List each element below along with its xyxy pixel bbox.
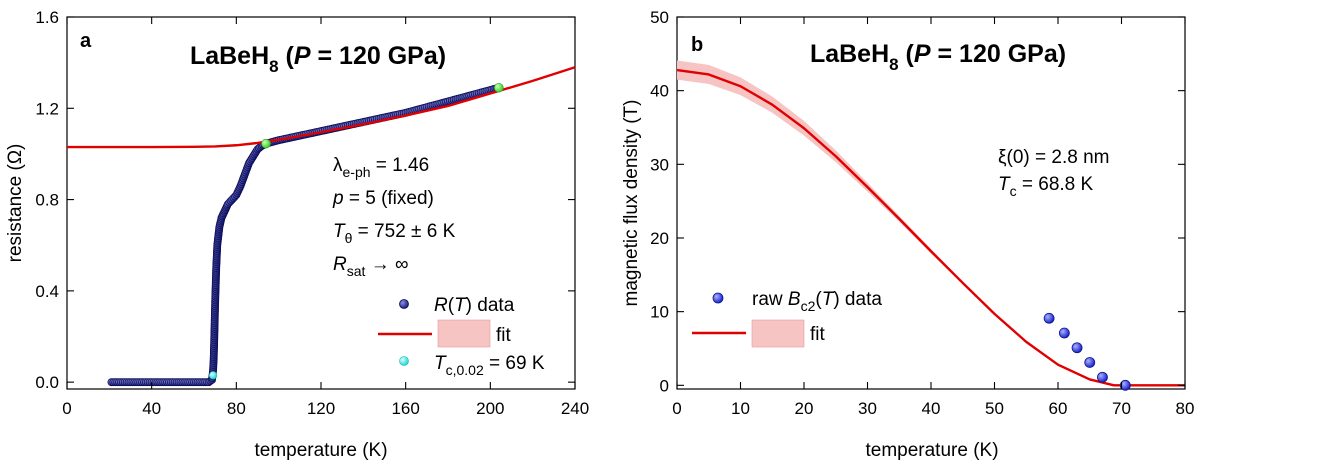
chart-b-panel-label: b bbox=[691, 34, 703, 56]
chart-b-y-tick-label: 0 bbox=[660, 376, 669, 395]
chart-b-data-point bbox=[1058, 327, 1070, 339]
chart-a-ticks: 0 40 80 120 160 200 240 0.0 0.4 0.8 1.2 1.6 bbox=[35, 8, 589, 418]
chart-a-marks bbox=[67, 66, 576, 387]
chart-a-fit-endpoint bbox=[261, 138, 271, 149]
chart-a-title-sub: 8 bbox=[269, 57, 278, 76]
chart-a-x-axis-label: temperature (K) bbox=[254, 440, 387, 461]
chart-a-x-tick-label: 240 bbox=[561, 399, 589, 418]
legend-a-data-label: R(T) data bbox=[434, 295, 515, 316]
legend-b-data-marker bbox=[712, 292, 724, 304]
chart-b-x-tick-label: 20 bbox=[795, 399, 814, 418]
chart-a-x-tick-label: 200 bbox=[476, 399, 504, 418]
chart-b-x-tick-label: 40 bbox=[922, 399, 941, 418]
chart-b-annotation-xi: ξ(0) = 2.8 nm bbox=[998, 147, 1109, 168]
chart-b-annotation-tc: Tc = 68.8 K bbox=[998, 174, 1094, 199]
chart-a-annotation-theta: Tθ = 752 ± 6 K bbox=[333, 221, 456, 246]
chart-b-title-sub: 8 bbox=[889, 55, 898, 74]
legend-a-tc-marker bbox=[399, 356, 409, 366]
chart-b: 0 10 20 30 40 50 60 70 80 0 10 20 30 40 50 b LaBeH8 (P… bbox=[621, 8, 1194, 461]
chart-b-data-point bbox=[1097, 371, 1108, 383]
chart-a-panel-label: a bbox=[80, 30, 92, 52]
chart-a-x-tick-label: 0 bbox=[62, 399, 71, 418]
chart-a-y-axis-label: resistance (Ω) bbox=[5, 144, 26, 263]
chart-b-data-point bbox=[1071, 342, 1083, 354]
chart-b-x-tick-label: 70 bbox=[1112, 399, 1131, 418]
chart-a-annotation-p: p = 5 (fixed) bbox=[332, 188, 434, 209]
chart-b-x-tick-label: 30 bbox=[858, 399, 877, 418]
chart-b-y-tick-label: 20 bbox=[650, 229, 669, 248]
chart-a-annotation-lambda: λe-ph = 1.46 bbox=[333, 155, 429, 180]
chart-a-annotation-rsat: Rsat → ∞ bbox=[333, 254, 409, 279]
chart-b-x-tick-label: 80 bbox=[1176, 399, 1195, 418]
chart-a-x-tick-label: 120 bbox=[307, 399, 335, 418]
chart-a-x-tick-label: 160 bbox=[391, 399, 419, 418]
chart-a-y-tick-label: 1.6 bbox=[35, 8, 59, 27]
chart-b-x-tick-label: 0 bbox=[672, 399, 681, 418]
chart-b-y-tick-label: 40 bbox=[650, 82, 669, 101]
legend-a-data-marker bbox=[399, 299, 409, 309]
chart-b-marks bbox=[676, 60, 1185, 391]
chart-a-fit-line bbox=[67, 66, 576, 149]
chart-b-ticks: 0 10 20 30 40 50 60 70 80 0 10 20 30 40 50 bbox=[650, 8, 1194, 418]
chart-b-x-tick-label: 10 bbox=[731, 399, 750, 418]
legend-a-fit-label: fit bbox=[496, 325, 512, 346]
chart-b-x-tick-label: 50 bbox=[985, 399, 1004, 418]
chart-a-y-tick-label: 0.8 bbox=[35, 191, 59, 210]
chart-a-tc-point bbox=[208, 371, 218, 380]
chart-b-fit-line bbox=[676, 68, 1185, 387]
legend-a-fit-band bbox=[437, 319, 491, 348]
chart-b-x-tick-label: 60 bbox=[1049, 399, 1068, 418]
chart-b-y-axis-label: magnetic flux density (T) bbox=[621, 100, 642, 307]
chart-a-legend: R(T) data fit Tc,0.02 = 69 K bbox=[378, 295, 545, 378]
chart-a-y-tick-label: 0.4 bbox=[35, 282, 59, 301]
legend-b-data-label: raw Bc2(T) data bbox=[752, 289, 882, 314]
chart-a-title: LaBeH8 (P = 120 GPa) bbox=[190, 42, 446, 76]
legend-b-fit-band bbox=[751, 319, 805, 348]
chart-b-data-point bbox=[1119, 379, 1131, 391]
chart-b-data-point bbox=[1084, 357, 1096, 368]
legend-b-fit-label: fit bbox=[810, 324, 826, 345]
chart-a-fit-endpoint bbox=[493, 82, 504, 93]
chart-a-y-tick-label: 0.0 bbox=[35, 373, 59, 392]
chart-b-legend: raw Bc2(T) data fit bbox=[692, 289, 882, 348]
chart-b-title: LaBeH8 (P = 120 GPa) bbox=[810, 40, 1066, 74]
chart-b-y-tick-label: 50 bbox=[650, 8, 669, 27]
chart-b-y-tick-label: 10 bbox=[650, 303, 669, 322]
chart-b-y-tick-label: 30 bbox=[650, 155, 669, 174]
chart-a-y-tick-label: 1.2 bbox=[35, 99, 59, 118]
chart-b-data-point bbox=[1043, 312, 1055, 324]
chart-b-x-axis-label: temperature (K) bbox=[865, 440, 998, 461]
chart-a: 0 40 80 120 160 200 240 0.0 0.4 0.8 1.2 1.6 a LaBeH… bbox=[5, 8, 589, 461]
legend-a-tc-label: Tc,0.02 = 69 K bbox=[434, 353, 545, 378]
chart-a-x-tick-label: 80 bbox=[227, 399, 246, 418]
chart-a-x-tick-label: 40 bbox=[142, 399, 161, 418]
